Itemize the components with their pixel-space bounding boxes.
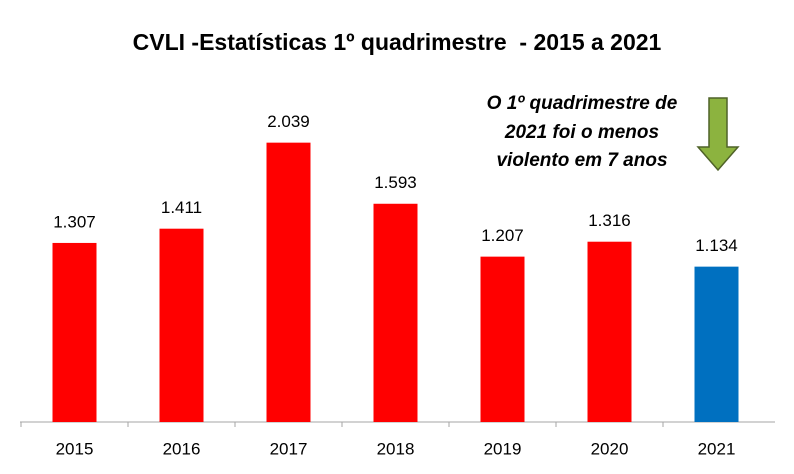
bar xyxy=(373,203,418,422)
x-tick-label: 2017 xyxy=(270,439,308,458)
value-label: 1.316 xyxy=(588,211,631,230)
bar xyxy=(266,142,311,423)
x-tick-label: 2021 xyxy=(698,439,736,458)
value-label: 1.411 xyxy=(161,198,202,217)
bar xyxy=(480,256,525,422)
x-tick-label: 2019 xyxy=(484,439,522,458)
value-label: 1.593 xyxy=(374,173,417,192)
value-label: 1.134 xyxy=(695,236,738,255)
bar xyxy=(694,266,739,422)
value-label: 2.039 xyxy=(267,112,310,131)
arrow-icon xyxy=(696,97,740,172)
value-label: 1.207 xyxy=(481,226,524,245)
bar xyxy=(587,241,632,422)
x-tick-label: 2015 xyxy=(56,439,94,458)
annotation: violento em 7 anos xyxy=(496,150,667,171)
chart-title: CVLI -Estatísticas 1º quadrimestre - 201… xyxy=(133,29,662,55)
value-label: 1.307 xyxy=(53,212,96,231)
x-tick-label: 2020 xyxy=(591,439,629,458)
annotation: 2021 foi o menos xyxy=(504,122,659,143)
x-tick-label: 2018 xyxy=(377,439,415,458)
annotation: O 1º quadrimestre de xyxy=(487,93,678,114)
x-tick-label: 2016 xyxy=(163,439,201,458)
bar xyxy=(159,228,204,422)
bar xyxy=(52,242,97,422)
